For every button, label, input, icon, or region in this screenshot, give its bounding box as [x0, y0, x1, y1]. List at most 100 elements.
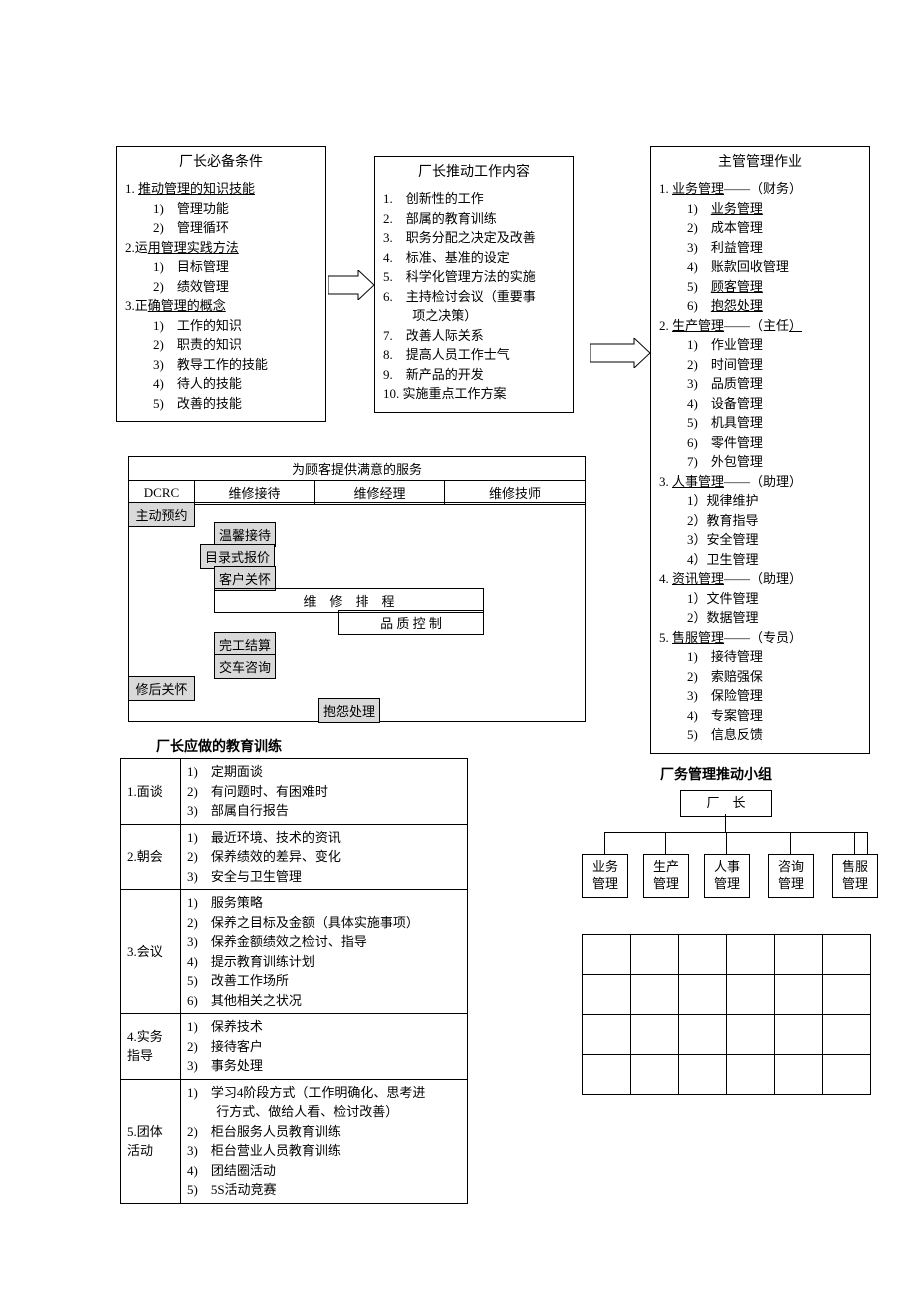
- li: 行方式、做给人看、检讨改善）: [187, 1102, 461, 1122]
- li: 7. 改善人际关系: [383, 326, 565, 346]
- cell: 交车咨询: [215, 655, 276, 679]
- li: 1) 目标管理: [125, 257, 317, 277]
- li: 2) 成本管理: [659, 218, 861, 238]
- li: 1）文件管理: [659, 589, 861, 609]
- t: 3.正: [125, 298, 148, 313]
- org-l5: [854, 832, 855, 854]
- box-supervisor-ops: 主管管理作业 1. 业务管理——（财务） 1) 业务管理 2) 成本管理 3) …: [650, 146, 870, 754]
- li: 3) 柜台营业人员教育训练: [187, 1141, 461, 1161]
- t: 顾客管理: [711, 279, 763, 294]
- li: 1) 学习4阶段方式（工作明确化、思考进: [187, 1083, 461, 1103]
- t: 3.: [659, 474, 669, 489]
- li: 4) 团结圈活动: [187, 1161, 461, 1181]
- li: 1) 工作的知识: [125, 316, 317, 336]
- li: 2) 柜台服务人员教育训练: [187, 1122, 461, 1142]
- org-b1: 业务管理: [582, 854, 628, 898]
- li: 2) 职责的知识: [125, 335, 317, 355]
- t: 生产管理: [653, 859, 679, 891]
- svc-r10: 抱怨处理: [318, 698, 380, 723]
- service-process-table: 为顾客提供满意的服务 DCRC 维修接待 维修经理 维修技师: [128, 456, 586, 505]
- org-lx: [867, 832, 868, 854]
- li: 2) 管理循环: [125, 218, 317, 238]
- cell: 客户关怀: [215, 567, 276, 591]
- li: 3) 品质管理: [659, 374, 861, 394]
- org-l3: [726, 832, 727, 854]
- org-b5: 售服管理: [832, 854, 878, 898]
- cell: 完工结算: [215, 633, 276, 657]
- col: 维修技师: [445, 481, 586, 505]
- cell: 1) 最近环境、技术的资讯 2) 保养绩效的差异、变化 3) 安全与卫生管理: [181, 824, 468, 890]
- t: ——（主任: [724, 318, 789, 333]
- org-b2: 生产管理: [643, 854, 689, 898]
- li: 1) 接待管理: [659, 647, 861, 667]
- cell: 品 质 控 制: [339, 611, 484, 635]
- li: 1) 作业管理: [659, 335, 861, 355]
- t: ——（助理）: [724, 474, 802, 489]
- t: 5.团体活动: [127, 1124, 163, 1159]
- col: 维修接待: [195, 481, 315, 505]
- t: 4.实务指导: [127, 1029, 163, 1064]
- cat: 5.团体活动: [121, 1079, 181, 1203]
- li: 3) 教导工作的技能: [125, 355, 317, 375]
- t: 6): [687, 298, 698, 313]
- li: 5) 信息反馈: [659, 725, 861, 745]
- li: 6. 主持检讨会议（重要事: [383, 287, 565, 307]
- li: 3) 事务处理: [187, 1056, 461, 1076]
- box-work-content: 厂长推动工作内容 1. 创新性的工作 2. 部属的教育训练 3. 职务分配之决定…: [374, 156, 574, 413]
- col: DCRC: [129, 481, 195, 505]
- cell: 1) 学习4阶段方式（工作明确化、思考进 行方式、做给人看、检讨改善） 2) 柜…: [181, 1079, 468, 1203]
- edu-title: 厂长应做的教育训练: [156, 736, 282, 756]
- t: 业务管理: [672, 181, 724, 196]
- li: 4) 设备管理: [659, 394, 861, 414]
- t: 资讯管理: [672, 571, 724, 586]
- li: 4) 待人的技能: [125, 374, 317, 394]
- li: 3) 保养金额绩效之检讨、指导: [187, 932, 461, 952]
- arrow-2: [590, 338, 650, 368]
- cell: 修后关怀: [129, 677, 195, 701]
- t: 2.: [659, 318, 669, 333]
- cell: 1) 保养技术 2) 接待客户 3) 事务处理: [181, 1014, 468, 1080]
- org-l2: [665, 832, 666, 854]
- li: 9. 新产品的开发: [383, 365, 565, 385]
- arrow-1: [328, 270, 374, 300]
- li: 1) 定期面谈: [187, 762, 461, 782]
- t: 5): [687, 279, 698, 294]
- t: 人事管理: [672, 474, 724, 489]
- blank-grid: [582, 934, 871, 1095]
- cat: 3.会议: [121, 890, 181, 1014]
- cat: 4.实务指导: [121, 1014, 181, 1080]
- service-header: 为顾客提供满意的服务: [129, 457, 586, 481]
- cell: 维 修 排 程: [215, 589, 484, 613]
- li: 2）数据管理: [659, 608, 861, 628]
- li: 2) 接待客户: [187, 1037, 461, 1057]
- t: 售服管理: [672, 630, 724, 645]
- t: 生产管理: [672, 318, 724, 333]
- t: 用管理实践方法: [148, 240, 239, 255]
- cat: 2.朝会: [121, 824, 181, 890]
- svc-r6: 品 质 控 制: [338, 610, 484, 635]
- cell: 温馨接待: [215, 523, 276, 547]
- li: 3) 部属自行报告: [187, 801, 461, 821]
- t: 1.: [659, 181, 669, 196]
- cell: 目录式报价: [201, 545, 275, 569]
- t: ——（专员）: [724, 630, 802, 645]
- li: 3) 保险管理: [659, 686, 861, 706]
- t: ——（财务）: [724, 181, 802, 196]
- li: 2) 保养绩效的差异、变化: [187, 847, 461, 867]
- t: 抱怨处理: [711, 298, 763, 313]
- svc-r9: 修后关怀: [128, 676, 195, 701]
- t: 5.: [659, 630, 669, 645]
- org-l4: [790, 832, 791, 854]
- t: 2.运: [125, 240, 148, 255]
- org-line-h: [604, 832, 868, 833]
- li: 1) 最近环境、技术的资讯: [187, 828, 461, 848]
- col: 维修经理: [315, 481, 445, 505]
- t: 1): [687, 201, 698, 216]
- org-b4: 咨询管理: [768, 854, 814, 898]
- svc-r8: 交车咨询: [214, 654, 276, 679]
- org-line-v: [725, 814, 726, 832]
- cell: 主动预约: [129, 503, 195, 527]
- box1-body: 1. 推动管理的知识技能 1) 管理功能 2) 管理循环 2.运用管理实践方法 …: [117, 175, 325, 421]
- li: 7) 外包管理: [659, 452, 861, 472]
- t: 人事管理: [714, 859, 740, 891]
